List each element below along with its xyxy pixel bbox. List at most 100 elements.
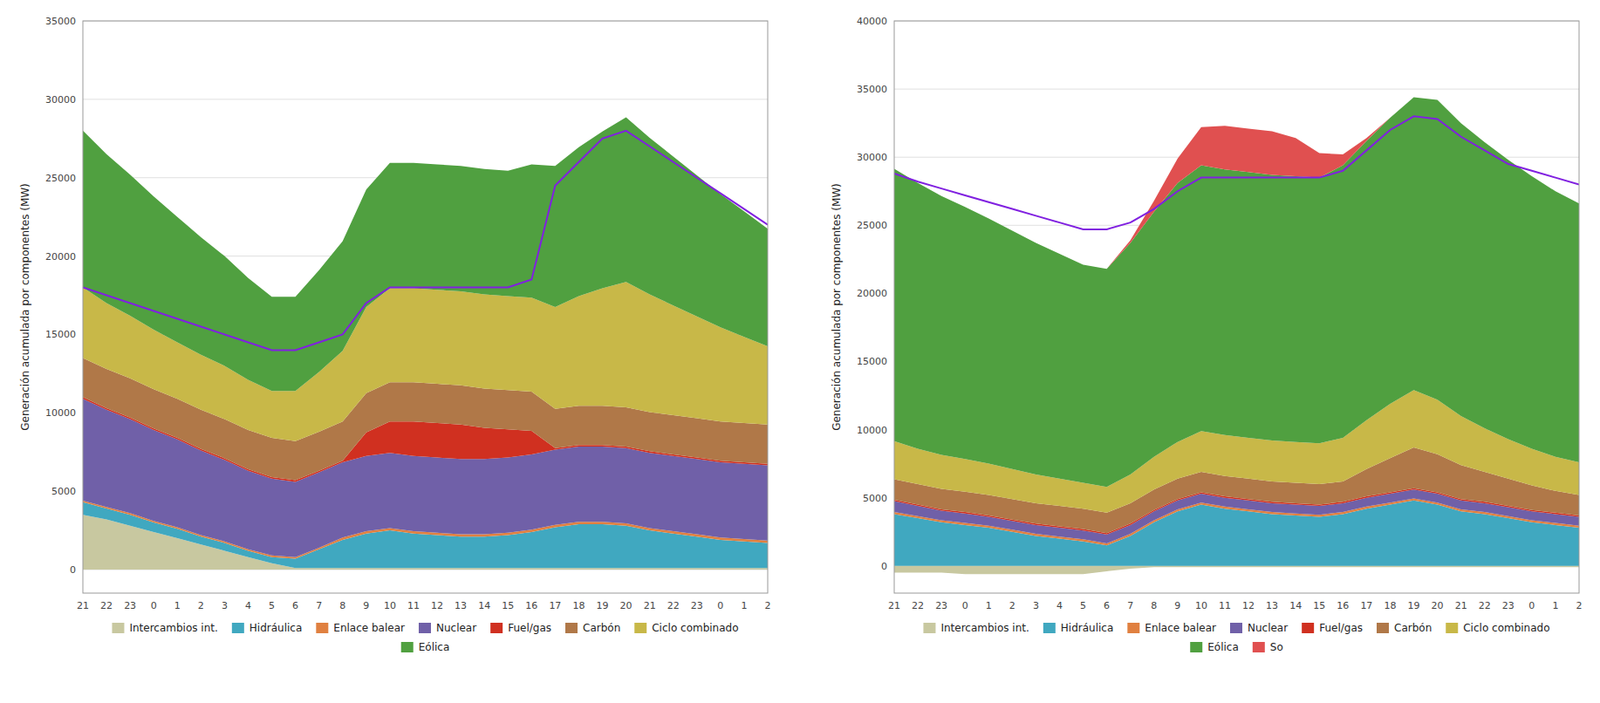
legend-item: Ciclo combinado — [634, 622, 739, 635]
legend-swatch — [923, 622, 936, 634]
legend-item: So — [1252, 641, 1284, 654]
legend-item: Ciclo combinado — [1445, 622, 1550, 635]
panel: 0500010000150002000025000300003500021222… — [19, 15, 772, 654]
x-tick-label: 22 — [911, 600, 924, 612]
legend-swatch — [1043, 622, 1056, 634]
y-axis-label: Generación acumulada por componentes (MW… — [19, 183, 32, 431]
x-tick-label: 5 — [1080, 600, 1087, 612]
legend-label: Ciclo combinado — [651, 622, 739, 635]
legend-label: Fuel/gas — [507, 622, 552, 635]
legend-item: Nuclear — [418, 622, 477, 635]
x-tick-label: 16 — [525, 600, 538, 612]
x-tick-label: 1 — [174, 600, 181, 612]
x-tick-label: 17 — [548, 600, 561, 612]
legend-label: Fuel/gas — [1319, 622, 1363, 635]
plot-frame — [894, 20, 1580, 594]
plot-area — [894, 96, 1580, 575]
x-tick-label: 18 — [572, 600, 585, 612]
x-tick-label: 6 — [1103, 600, 1110, 612]
x-tick-label: 3 — [1032, 600, 1040, 612]
x-tick-label: 2 — [198, 600, 205, 612]
x-tick-label: 0 — [150, 600, 158, 612]
x-tick-label: 19 — [1408, 600, 1421, 612]
y-tick-label: 25000 — [45, 172, 76, 185]
area-series — [894, 566, 1580, 575]
x-tick-label: 6 — [292, 600, 299, 612]
legend-item: Intercambios int. — [923, 622, 1029, 635]
y-axis-label: Generación acumulada por componentes (MW… — [830, 183, 843, 431]
x-tick-label: 23 — [123, 600, 137, 612]
legend-swatch — [1301, 622, 1314, 634]
legend-label: Nuclear — [1247, 622, 1288, 635]
legend: Intercambios int. Hidráulica Enlace balear… — [923, 622, 1550, 654]
y-tick-label: 0 — [881, 560, 888, 573]
x-tick-label: 8 — [339, 600, 346, 612]
x-tick-label: 1 — [740, 600, 747, 612]
legend-item: Enlace balear — [315, 622, 405, 635]
x-tick-label: 22 — [667, 600, 680, 612]
y-tick-label: 0 — [69, 564, 76, 576]
legend-label: Enlace balear — [333, 622, 405, 635]
legend-item: Fuel/gas — [1301, 622, 1363, 635]
legend-label: Hidráulica — [1060, 622, 1115, 635]
line-series — [894, 116, 1580, 230]
x-tick-label: 10 — [383, 600, 397, 612]
legend-item: Carbón — [565, 622, 621, 635]
legend-label: So — [1270, 641, 1284, 654]
legend-swatch — [1230, 622, 1243, 634]
x-tick-label: 4 — [245, 600, 252, 612]
x-tick-label: 7 — [1127, 600, 1134, 612]
legend-swatch — [634, 622, 647, 634]
legend-label: Intercambios int. — [129, 622, 218, 635]
legend-swatch — [232, 622, 245, 634]
legend-label: Hidráulica — [249, 622, 303, 635]
x-tick-label: 17 — [1360, 600, 1373, 612]
legend-label: Carbón — [582, 622, 621, 635]
area-series — [82, 117, 768, 392]
y-tick-label: 20000 — [856, 287, 888, 300]
y-tick-label: 35000 — [45, 15, 76, 28]
x-tick-label: 10 — [1195, 600, 1208, 612]
x-tick-label: 13 — [1265, 600, 1279, 612]
x-tick-label: 11 — [1218, 600, 1231, 612]
x-tick-label: 7 — [315, 600, 322, 612]
y-tick-label: 10000 — [856, 424, 888, 437]
legend-label: Nuclear — [436, 622, 477, 635]
x-tick-label: 18 — [1383, 600, 1396, 612]
x-tick-label: 3 — [221, 600, 228, 612]
x-tick-label: 8 — [1150, 600, 1157, 612]
grid-line — [82, 98, 768, 100]
legend-item: Eólica — [401, 641, 451, 654]
x-tick-label: 20 — [620, 600, 633, 612]
legend-label: Intercambios int. — [940, 622, 1029, 635]
legend-label: Enlace balear — [1144, 622, 1217, 635]
x-tick-label: 20 — [1431, 600, 1444, 612]
x-tick-label: 23 — [690, 600, 704, 612]
legend: Intercambios int. Hidráulica Enlace balear… — [111, 622, 739, 654]
y-tick-label: 15000 — [856, 355, 888, 368]
y-tick-label: 5000 — [862, 492, 888, 505]
area-series — [894, 96, 1580, 487]
x-tick-label: 9 — [1174, 600, 1181, 612]
x-tick-label: 22 — [100, 600, 113, 612]
x-tick-label: 15 — [501, 600, 514, 612]
x-tick-label: 16 — [1336, 600, 1349, 612]
plot-frame — [82, 20, 768, 594]
legend-swatch — [1189, 642, 1203, 653]
legend-swatch — [1252, 642, 1265, 653]
y-tick-label: 30000 — [856, 151, 888, 164]
x-tick-label: 13 — [454, 600, 467, 612]
x-tick-label: 12 — [1242, 600, 1255, 612]
x-tick-label: 21 — [76, 600, 89, 612]
x-tick-label: 21 — [888, 600, 901, 612]
legend-label: Ciclo combinado — [1463, 622, 1550, 635]
area-series — [894, 96, 1580, 269]
plot-area — [82, 117, 768, 571]
x-tick-label: 0 — [1528, 600, 1535, 612]
x-tick-label: 19 — [596, 600, 609, 612]
legend-item: Nuclear — [1230, 622, 1288, 635]
legend-item: Intercambios int. — [111, 622, 218, 635]
legend-swatch — [565, 622, 578, 634]
legend-label: Eólica — [1207, 641, 1239, 654]
grid-line — [894, 88, 1580, 90]
